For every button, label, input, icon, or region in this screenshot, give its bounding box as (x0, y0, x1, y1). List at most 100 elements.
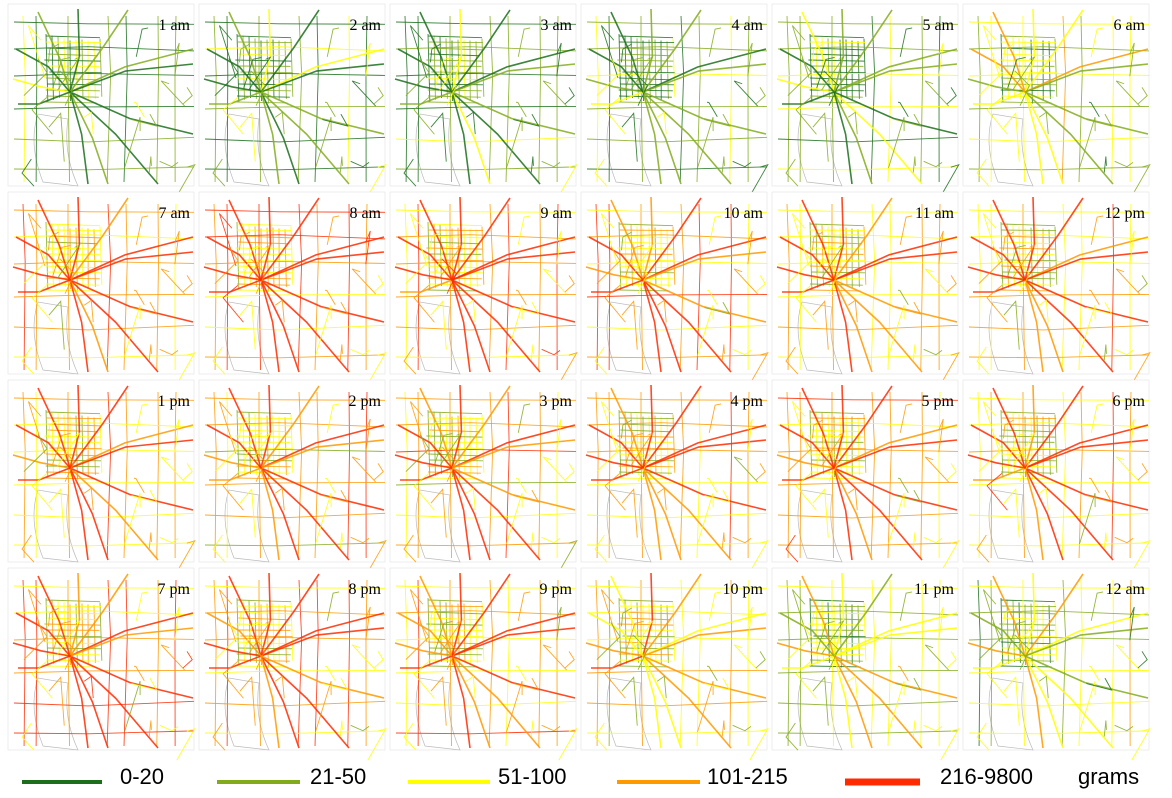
panel-frame (771, 379, 959, 563)
road (235, 59, 292, 62)
road (977, 579, 981, 747)
road (642, 655, 662, 749)
road (968, 209, 1150, 213)
road (895, 301, 922, 315)
road (697, 492, 714, 545)
road (260, 91, 300, 185)
road (811, 271, 866, 274)
road (428, 77, 481, 81)
panel-frame (7, 567, 195, 751)
road (441, 446, 457, 482)
road (704, 301, 731, 315)
road (515, 477, 527, 493)
map-panel: 4 am (580, 3, 769, 197)
shoreline (33, 113, 79, 187)
panel-frame (389, 3, 577, 187)
road (260, 279, 350, 373)
road (513, 489, 540, 503)
road (779, 612, 835, 657)
road (839, 39, 842, 104)
road (13, 73, 195, 77)
road (59, 446, 75, 482)
road (394, 642, 453, 657)
panel-label: 4 pm (731, 393, 764, 410)
road (777, 46, 959, 52)
road (1131, 163, 1151, 197)
road (44, 247, 101, 250)
road (1024, 655, 1044, 749)
road (530, 720, 534, 737)
road (863, 226, 867, 285)
road (594, 722, 608, 751)
road (326, 27, 340, 57)
road (428, 411, 483, 415)
road (290, 414, 294, 473)
road (1000, 229, 1057, 232)
road (46, 223, 101, 227)
road (1024, 279, 1044, 373)
road (515, 101, 527, 117)
road (427, 229, 484, 232)
road (23, 434, 48, 472)
road (228, 11, 262, 93)
road (93, 229, 96, 287)
road (228, 387, 262, 469)
road (833, 236, 958, 281)
road (992, 11, 1026, 93)
road (59, 258, 75, 294)
road (642, 9, 702, 93)
road (13, 637, 195, 641)
road (847, 111, 858, 135)
road (31, 661, 53, 699)
road (182, 275, 193, 293)
road (642, 197, 702, 281)
road (920, 579, 923, 747)
road (260, 279, 300, 373)
road (1129, 42, 1135, 77)
road (243, 432, 262, 465)
road (777, 610, 959, 616)
road (968, 670, 1150, 674)
panel-frame (771, 567, 959, 751)
road (749, 351, 769, 385)
road (260, 196, 272, 281)
road (222, 285, 244, 323)
road (811, 241, 862, 245)
road (986, 285, 1008, 323)
road (810, 641, 863, 645)
road (666, 229, 669, 287)
road (777, 354, 959, 359)
shoreline (415, 489, 461, 563)
road (176, 351, 196, 385)
road (1115, 456, 1140, 483)
panel-label: 1 pm (158, 393, 191, 410)
road (1086, 113, 1113, 127)
road (816, 56, 835, 89)
road (586, 542, 768, 547)
road (13, 46, 195, 52)
road (617, 435, 674, 438)
road (586, 21, 768, 25)
road (44, 623, 101, 626)
panel-frame (198, 3, 386, 187)
road (395, 637, 577, 641)
road (809, 605, 866, 608)
road (755, 463, 766, 481)
road (810, 223, 865, 227)
road (182, 651, 193, 669)
road (812, 112, 829, 162)
road (367, 539, 387, 573)
road (439, 620, 463, 655)
road (12, 454, 71, 469)
road (1002, 617, 1053, 621)
road (427, 41, 484, 44)
road (642, 467, 732, 561)
road (586, 209, 768, 213)
road (604, 97, 626, 135)
road (395, 730, 577, 735)
road (260, 91, 385, 135)
road (47, 271, 102, 274)
road (704, 113, 731, 127)
road (1131, 727, 1151, 761)
